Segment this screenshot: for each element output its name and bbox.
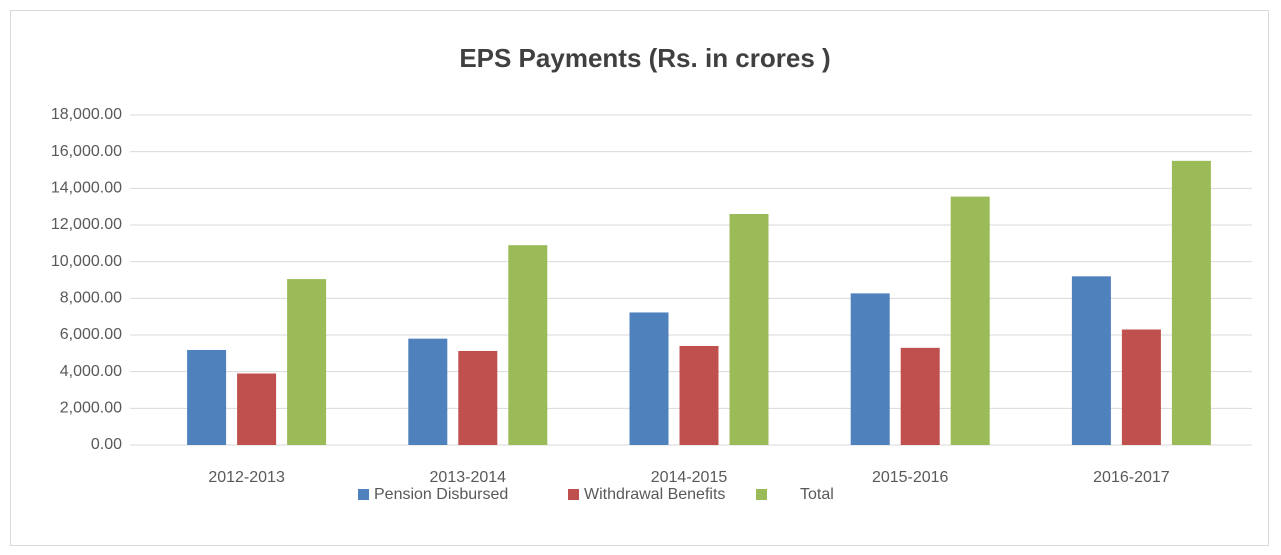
y-tick-label: 14,000.00 <box>51 180 122 197</box>
bar <box>187 350 227 445</box>
y-tick-label: 6,000.00 <box>60 326 122 343</box>
y-tick-label: 4,000.00 <box>60 363 122 380</box>
bar <box>629 312 669 445</box>
legend-label: Pension Disbursed <box>374 486 508 503</box>
chart-border <box>10 10 1269 546</box>
x-tick-label: 2014-2015 <box>651 469 728 486</box>
x-tick-label: 2015-2016 <box>872 469 949 486</box>
legend-label: Total <box>800 486 834 503</box>
y-tick-label: 18,000.00 <box>51 106 122 123</box>
bar <box>1171 160 1211 446</box>
bar <box>1121 329 1161 445</box>
y-tick-label: 8,000.00 <box>60 290 122 307</box>
y-tick-label: 12,000.00 <box>51 216 122 233</box>
bar <box>237 373 277 445</box>
bar <box>508 245 548 445</box>
legend-swatch <box>568 489 579 500</box>
bar <box>287 279 327 445</box>
bar <box>950 196 990 445</box>
y-tick-label: 10,000.00 <box>51 253 122 270</box>
y-tick-label: 0.00 <box>91 436 122 453</box>
x-tick-label: 2012-2013 <box>208 469 285 486</box>
bar <box>408 338 448 445</box>
bar <box>679 346 719 445</box>
x-tick-label: 2016-2017 <box>1093 469 1170 486</box>
bar <box>1071 276 1111 445</box>
bar <box>850 293 890 445</box>
y-tick-label: 16,000.00 <box>51 143 122 160</box>
x-tick-label: 2013-2014 <box>430 469 507 486</box>
bar <box>458 350 498 445</box>
legend-swatch <box>756 489 767 500</box>
bar <box>729 214 769 445</box>
chart-title: EPS Payments (Rs. in crores ) <box>459 43 830 73</box>
legend-swatch <box>358 489 369 500</box>
bar <box>900 347 940 445</box>
y-tick-label: 2,000.00 <box>60 400 122 417</box>
legend-label: Withdrawal Benefits <box>584 486 725 503</box>
